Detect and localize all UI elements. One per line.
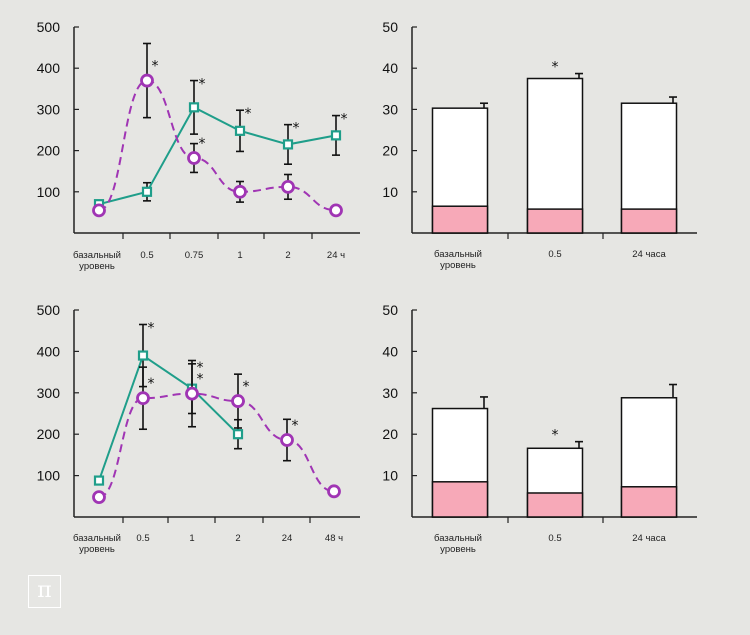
- y-tick-label: 40: [382, 60, 398, 76]
- series-line-purple: [98, 79, 337, 212]
- x-tick-label: 0.5: [136, 533, 149, 544]
- x-tick-label: 48 ч: [325, 533, 343, 544]
- data-point-circle: [185, 386, 199, 401]
- y-tick-label: 300: [37, 101, 61, 117]
- significance-star: *: [199, 136, 206, 152]
- bar-base: [526, 492, 584, 518]
- data-point-circle: [231, 394, 245, 408]
- data-point-circle: [280, 433, 294, 447]
- significance-star: *: [243, 379, 250, 395]
- data-point-circle: [329, 203, 343, 218]
- y-tick-label: 100: [37, 184, 61, 200]
- y-tick-label: 20: [382, 143, 398, 159]
- y-tick-label: 50: [382, 302, 398, 318]
- x-tick-label: базальный: [434, 533, 482, 544]
- series-line-purple: [98, 392, 335, 499]
- data-point-circle: [136, 391, 150, 406]
- significance-star: *: [199, 77, 206, 93]
- data-point-circle: [327, 484, 341, 499]
- significance-star: *: [197, 372, 204, 388]
- y-tick-label: 500: [37, 19, 61, 35]
- series-line-teal: [98, 106, 337, 206]
- data-point-square: [141, 186, 153, 197]
- x-tick-label: 24 ч: [327, 250, 345, 261]
- x-tick-label: 1: [237, 250, 242, 261]
- y-tick-label: 20: [382, 426, 398, 442]
- significance-star: *: [152, 59, 159, 75]
- bar-base: [620, 486, 678, 518]
- x-tick-label: базальный: [434, 249, 482, 260]
- significance-star: *: [245, 106, 252, 122]
- x-tick-label-line2: уровень: [440, 260, 476, 271]
- significance-star: *: [293, 121, 300, 137]
- significance-star: *: [197, 360, 204, 376]
- x-tick-label: 1: [189, 533, 194, 544]
- significance-star: *: [148, 320, 155, 336]
- y-tick-label: 10: [382, 184, 398, 200]
- y-tick-label: 300: [37, 385, 61, 401]
- x-tick-label: 2: [235, 533, 240, 544]
- data-point-circle: [140, 73, 154, 88]
- bar-total: [526, 77, 584, 234]
- significance-star: *: [552, 428, 559, 444]
- x-tick-label: 24 часа: [632, 533, 666, 544]
- pi-logo: π: [28, 575, 61, 608]
- y-tick-label: 400: [37, 60, 61, 76]
- x-tick-label-line2: уровень: [440, 544, 476, 555]
- x-tick-label: 2: [285, 250, 290, 261]
- significance-star: *: [292, 418, 299, 434]
- data-point-square: [188, 102, 200, 113]
- significance-star: *: [148, 376, 155, 392]
- y-tick-label: 200: [37, 426, 61, 442]
- x-tick-label: базальный: [73, 533, 121, 544]
- y-tick-label: 100: [37, 468, 61, 484]
- bar-base: [620, 208, 678, 234]
- y-tick-label: 30: [382, 385, 398, 401]
- y-tick-label: 200: [37, 143, 61, 159]
- significance-star: *: [552, 60, 559, 76]
- data-point-circle: [92, 490, 106, 505]
- y-tick-label: 40: [382, 343, 398, 359]
- bar-base: [431, 205, 489, 234]
- x-tick-label: 0.5: [548, 533, 561, 544]
- data-point-circle: [233, 184, 247, 199]
- data-point-square: [137, 350, 149, 361]
- data-point-circle: [187, 151, 201, 165]
- x-tick-label: 0.75: [185, 250, 204, 261]
- data-point-square: [232, 429, 244, 440]
- y-tick-label: 500: [37, 302, 61, 318]
- x-tick-label: 24 часа: [632, 249, 666, 260]
- series-line-teal: [98, 353, 239, 481]
- y-tick-label: 30: [382, 101, 398, 117]
- x-tick-label: базальный: [73, 250, 121, 261]
- data-point-square: [234, 125, 246, 136]
- y-tick-label: 10: [382, 468, 398, 484]
- x-tick-label-line2: уровень: [79, 261, 115, 272]
- bar-base: [526, 208, 584, 234]
- x-tick-label: 0.5: [140, 250, 153, 261]
- data-point-square: [282, 139, 294, 150]
- data-point-circle: [92, 203, 106, 218]
- data-point-square: [330, 130, 342, 141]
- y-tick-label: 400: [37, 343, 61, 359]
- bar-base: [431, 481, 489, 518]
- significance-star: *: [341, 112, 348, 128]
- data-point-circle: [281, 179, 295, 194]
- data-point-square: [93, 475, 105, 486]
- x-tick-label-line2: уровень: [79, 544, 115, 555]
- x-tick-label: 24: [282, 533, 293, 544]
- x-tick-label: 0.5: [548, 249, 561, 260]
- y-tick-label: 50: [382, 19, 398, 35]
